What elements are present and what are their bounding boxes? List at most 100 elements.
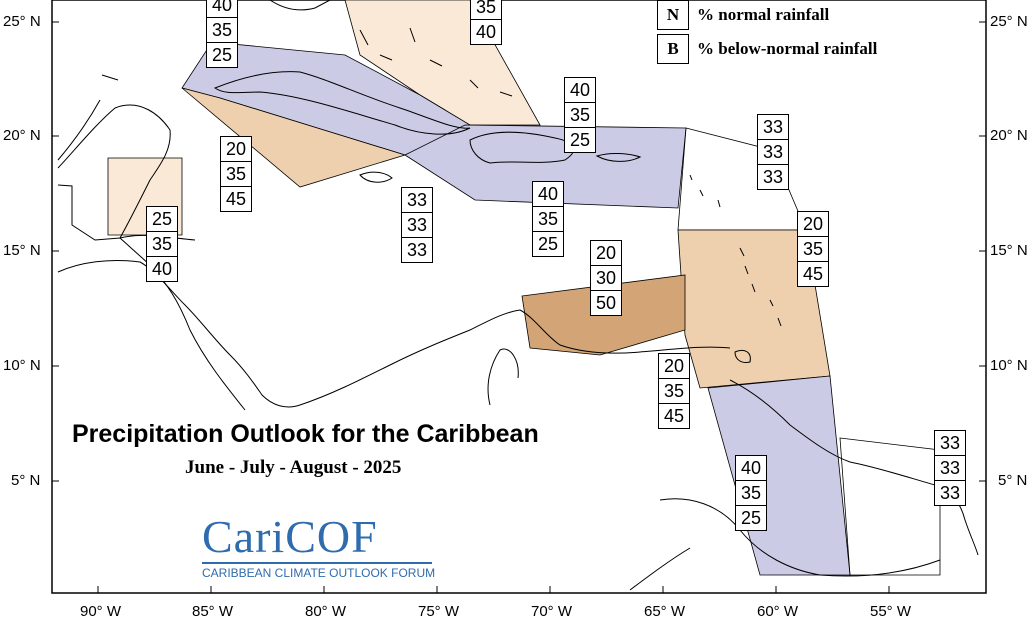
forecast-box-belize: 25 35 40 xyxy=(146,206,178,282)
forecast-box-leeward-north: 33 33 33 xyxy=(757,114,789,190)
lon-label-80: 80° W xyxy=(305,603,347,620)
legend-label-below: % below-normal rainfall xyxy=(697,39,878,58)
prob-normal: 35 xyxy=(659,379,689,404)
lat-label-right-10: 10° N xyxy=(990,357,1028,374)
region-hispaniola xyxy=(404,124,687,209)
prob-normal: 30 xyxy=(591,266,621,291)
prob-below: 40 xyxy=(475,22,497,42)
prob-normal: 33 xyxy=(402,213,432,238)
logo-wordmark: CariCOF xyxy=(202,514,435,560)
prob-above: 40 xyxy=(736,456,766,481)
prob-above: 25 xyxy=(147,207,177,232)
coast-central-america-pacific xyxy=(57,184,246,411)
prob-above: 33 xyxy=(402,188,432,213)
prob-below: 45 xyxy=(225,189,247,209)
prob-normal: 35 xyxy=(533,207,563,232)
lat-label-left-15: 15° N xyxy=(3,242,41,259)
region-french-guiana xyxy=(839,437,941,576)
prob-above: 20 xyxy=(591,241,621,266)
prob-normal: 35 xyxy=(221,162,251,187)
lat-label-left-20: 20° N xyxy=(3,127,41,144)
prob-below: 33 xyxy=(939,483,961,503)
coast-central-america xyxy=(57,260,301,408)
lon-label-55: 55° W xyxy=(870,603,912,620)
lat-label-right-15: 15° N xyxy=(990,242,1028,259)
lat-label-left-5: 5° N xyxy=(11,472,41,489)
legend-label-normal: % normal rainfall xyxy=(697,5,830,24)
lon-label-70: 70° W xyxy=(531,603,573,620)
prob-above: 40 xyxy=(533,182,563,207)
coast-venezuela-interior xyxy=(487,348,519,406)
lat-label-left-10: 10° N xyxy=(3,357,41,374)
logo-tagline: CARIBBEAN CLIMATE OUTLOOK FORUM xyxy=(202,566,436,580)
prob-above: 33 xyxy=(935,431,965,456)
prob-normal: 35 xyxy=(565,103,595,128)
map-title: Precipitation Outlook for the Caribbean xyxy=(72,420,539,448)
forecast-box-windward: 20 35 45 xyxy=(797,211,829,287)
prob-below: 40 xyxy=(151,259,173,279)
lat-label-right-5: 5° N xyxy=(998,472,1028,489)
lon-label-90: 90° W xyxy=(80,603,122,620)
lat-label-right-25: 25° N xyxy=(990,13,1028,30)
prob-below: 33 xyxy=(762,167,784,187)
prob-above: 33 xyxy=(758,115,788,140)
prob-below: 33 xyxy=(406,240,428,260)
forecast-box-abc-islands: 20 30 50 xyxy=(590,240,622,316)
lat-label-right-20: 20° N xyxy=(990,127,1028,144)
lon-label-85: 85° W xyxy=(192,603,234,620)
coast-mexico-yucatan xyxy=(57,104,171,239)
lon-label-65: 65° W xyxy=(644,603,686,620)
prob-normal: 35 xyxy=(147,232,177,257)
prob-normal: 35 xyxy=(798,237,828,262)
legend-key-normal: N xyxy=(657,0,689,30)
prob-above: 40 xyxy=(565,78,595,103)
tick-marks xyxy=(52,21,986,593)
lat-label-left-25: 25° N xyxy=(3,13,41,30)
prob-below: 25 xyxy=(740,508,762,528)
forecast-box-bahamas-west: 40 35 25 xyxy=(206,0,238,68)
prob-below: 45 xyxy=(802,264,824,284)
lon-label-60: 60° W xyxy=(757,603,799,620)
coast-jamaica xyxy=(359,171,393,183)
forecast-box-central-caribbean: 33 33 33 xyxy=(401,187,433,263)
coast-cuba xyxy=(213,71,471,135)
prob-below: 25 xyxy=(537,234,559,254)
coast-amazon xyxy=(629,547,691,591)
coast-guianas xyxy=(729,379,979,556)
coastlines xyxy=(57,0,979,591)
caricof-logo: CariCOF CARIBBEAN CLIMATE OUTLOOK FORUM xyxy=(202,514,435,580)
coast-mexico-gulf xyxy=(57,74,119,161)
prob-below: 25 xyxy=(569,130,591,150)
prob-above: 40 xyxy=(207,0,237,18)
prob-above: 20 xyxy=(798,212,828,237)
forecast-regions xyxy=(107,0,941,576)
forecast-box-guyana: 40 35 25 xyxy=(735,455,767,531)
lon-label-75: 75° W xyxy=(418,603,460,620)
coast-florida xyxy=(269,0,331,11)
coast-trinidad xyxy=(734,349,751,363)
coast-hispaniola xyxy=(469,131,575,164)
prob-above: 20 xyxy=(221,137,251,162)
prob-below: 25 xyxy=(211,45,233,65)
coast-brazil-interior xyxy=(659,498,941,577)
coast-panama-colombia xyxy=(299,309,731,406)
prob-normal: 35 xyxy=(207,18,237,43)
logo-name: CariCOF xyxy=(202,511,378,562)
forecast-box-jamaica-south: 20 35 45 xyxy=(220,136,252,212)
prob-normal: 35 xyxy=(471,0,501,20)
coast-bahamas xyxy=(359,27,513,97)
prob-above: 20 xyxy=(659,354,689,379)
forecast-box-french-guiana: 33 33 33 xyxy=(934,430,966,506)
prob-normal: 33 xyxy=(758,140,788,165)
coast-lesser-antilles xyxy=(689,174,782,327)
legend-key-below: B xyxy=(657,34,689,64)
prob-below: 50 xyxy=(595,293,617,313)
logo-rule xyxy=(202,562,432,564)
map-subtitle: June - July - August - 2025 xyxy=(185,457,402,478)
forecast-box-hispaniola: 40 35 25 xyxy=(564,77,596,153)
forecast-box-bahamas-east: 35 40 xyxy=(470,0,502,45)
prob-normal: 33 xyxy=(935,456,965,481)
coast-puerto-rico xyxy=(595,153,642,162)
forecast-box-puerto-rico-south: 40 35 25 xyxy=(532,181,564,257)
